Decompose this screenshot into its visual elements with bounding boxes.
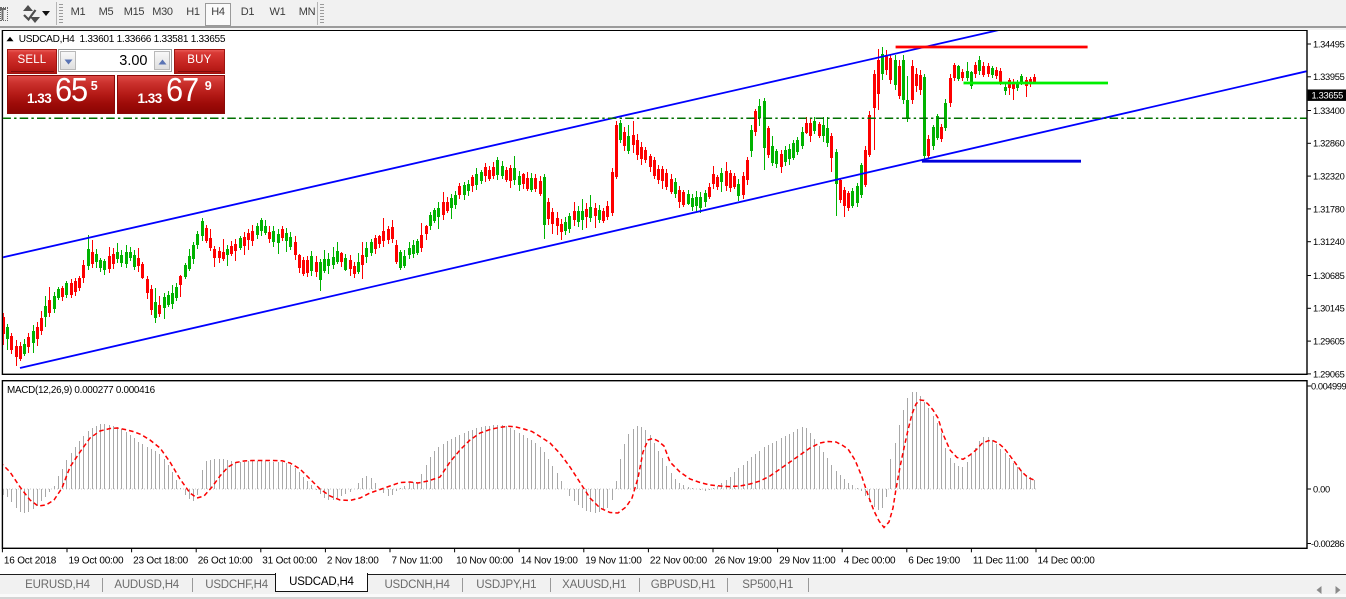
- svg-text:1.29065: 1.29065: [1313, 369, 1345, 379]
- svg-text:31 Oct 00:00: 31 Oct 00:00: [262, 556, 317, 567]
- svg-text:1.31780: 1.31780: [1313, 204, 1345, 214]
- svg-text:14 Dec 00:00: 14 Dec 00:00: [1038, 556, 1096, 567]
- svg-text:26 Oct 10:00: 26 Oct 10:00: [198, 556, 253, 567]
- svg-text:1.30685: 1.30685: [1313, 271, 1345, 281]
- svg-text:11 Dec 11:00: 11 Dec 11:00: [973, 556, 1029, 567]
- svg-text:6 Dec 19:00: 6 Dec 19:00: [908, 556, 960, 567]
- svg-text:14 Nov 19:00: 14 Nov 19:00: [521, 556, 579, 567]
- svg-text:23 Oct 18:00: 23 Oct 18:00: [133, 556, 188, 567]
- svg-text:22 Nov 00:00: 22 Nov 00:00: [650, 556, 708, 567]
- svg-text:2 Nov 18:00: 2 Nov 18:00: [327, 556, 379, 567]
- svg-text:0.004999: 0.004999: [1311, 381, 1346, 391]
- svg-text:1.32320: 1.32320: [1313, 172, 1345, 182]
- svg-text:1.34495: 1.34495: [1313, 39, 1345, 49]
- svg-text:MACD(12,26,9) 0.000277 0.00041: MACD(12,26,9) 0.000277 0.000416: [7, 385, 156, 396]
- svg-text:1.29605: 1.29605: [1313, 337, 1345, 347]
- svg-text:0.00: 0.00: [1313, 484, 1330, 494]
- svg-text:16 Oct 2018: 16 Oct 2018: [4, 556, 57, 567]
- svg-text:1.33955: 1.33955: [1313, 72, 1345, 82]
- svg-text:7 Nov 11:00: 7 Nov 11:00: [392, 556, 444, 567]
- svg-text:-0.00286: -0.00286: [1311, 539, 1344, 549]
- svg-text:1.33655: 1.33655: [1312, 91, 1344, 101]
- svg-text:26 Nov 19:00: 26 Nov 19:00: [715, 556, 773, 567]
- svg-text:1.30145: 1.30145: [1313, 304, 1345, 314]
- svg-text:1.32860: 1.32860: [1313, 139, 1345, 149]
- svg-text:29 Nov 11:00: 29 Nov 11:00: [779, 556, 836, 567]
- svg-text:1.33400: 1.33400: [1313, 106, 1345, 116]
- svg-text:19 Nov 11:00: 19 Nov 11:00: [585, 556, 642, 567]
- svg-text:19 Oct 00:00: 19 Oct 00:00: [69, 556, 124, 567]
- svg-text:1.31240: 1.31240: [1313, 237, 1345, 247]
- svg-text:10 Nov 00:00: 10 Nov 00:00: [456, 556, 514, 567]
- svg-text:4 Dec 00:00: 4 Dec 00:00: [844, 556, 896, 567]
- svg-text:USDCAD,H4 1.33601 1.33666 1.3: USDCAD,H4 1.33601 1.33666 1.33581 1.3365…: [19, 34, 226, 45]
